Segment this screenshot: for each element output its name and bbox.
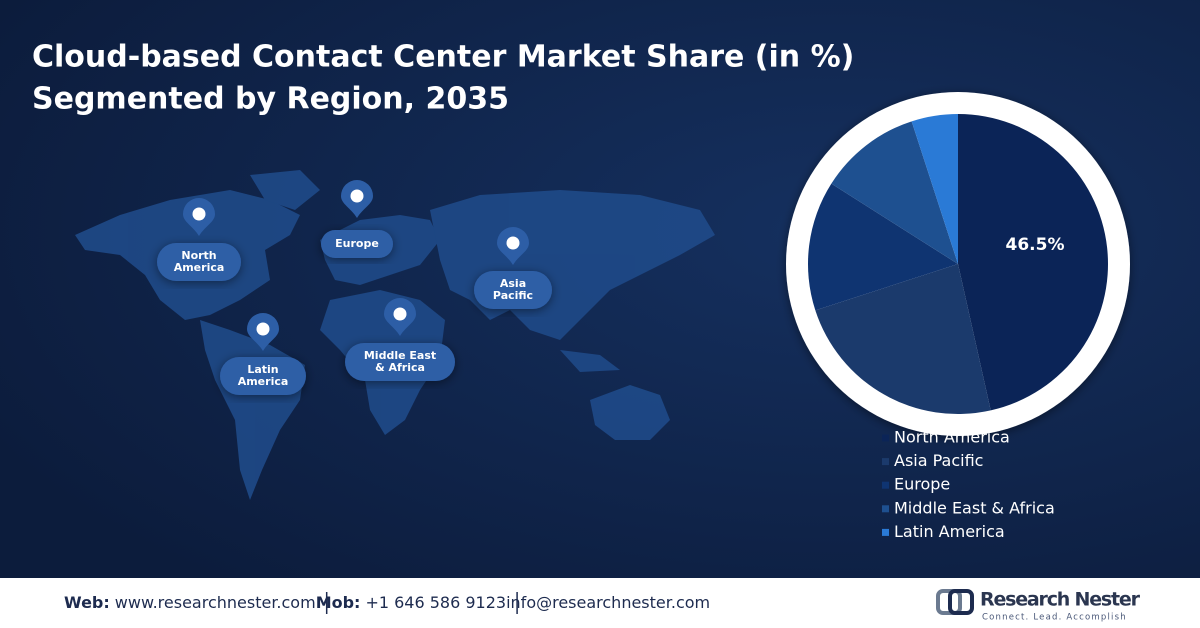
pin-label: America [238,375,289,388]
pin-label: Latin [247,363,278,376]
legend-label: Middle East & Africa [894,498,1055,517]
footer-contact: Web: www.researchnester.comMob: +1 646 586… [64,593,710,612]
legend-label: Europe [894,475,950,494]
footer-value: info@researchnester.com [506,593,710,612]
pin-label-box [474,271,552,309]
legend: North America Asia Pacific Europe Middle Ea… [882,428,1055,541]
footer-value: www.researchnester.com [115,593,316,612]
footer-band [0,578,1200,628]
pin-label: Middle East [364,349,436,362]
pin-dot [506,236,520,250]
logo: Research Nester Connect. Lead. Accomplis… [936,589,1141,623]
logo-icon [948,589,974,615]
pie-slice [958,113,1108,411]
pin-label: & Africa [375,361,425,374]
greenland-shape [250,170,320,210]
legend-swatch [882,434,889,442]
pin-label-box [345,343,455,381]
footer-label: Web: [64,593,110,612]
legend-swatch [882,505,889,513]
legend-swatch [882,481,889,489]
pin-label-box [220,357,306,395]
pin-label: Pacific [493,289,533,302]
pin-label: North [181,249,216,262]
logo-icon [936,589,962,615]
australia-shape [590,385,670,440]
logo-tagline: Connect. Lead. Accomplish [982,613,1127,623]
pin-label: Asia [500,277,526,290]
footer-value: +1 646 586 9123 [365,593,506,612]
data-label: 46.5% [1006,235,1065,255]
legend-swatch [882,458,889,466]
legend-label: Asia Pacific [894,451,983,470]
legend-label: North America [894,428,1010,447]
islands-shape [560,350,620,372]
pin-label-box [157,243,241,281]
pin-dot [350,189,364,203]
subtitle: Segmented by Region, 2035 [32,82,509,117]
footer-label: Mob: [316,593,361,612]
pie: 46.5% [808,113,1108,414]
legend-swatch [882,528,889,536]
pin-label: Europe [335,237,379,250]
pin-label: America [174,261,225,274]
map-pins: NorthAmericaEuropeAsiaPacificLatinAmeric… [157,180,552,395]
pie-slice [815,264,991,414]
legend-label: Latin America [894,522,1005,541]
pie-slice [808,183,958,311]
pie-slice [911,114,958,264]
pin-label-box [321,230,393,258]
pin-dot [192,207,206,221]
pin-dot [393,307,407,321]
title: Cloud-based Contact Center Market Share … [32,40,854,75]
pin-dot [256,322,270,336]
logo-name: Research Nester [980,589,1141,611]
pie-slice [831,121,958,264]
